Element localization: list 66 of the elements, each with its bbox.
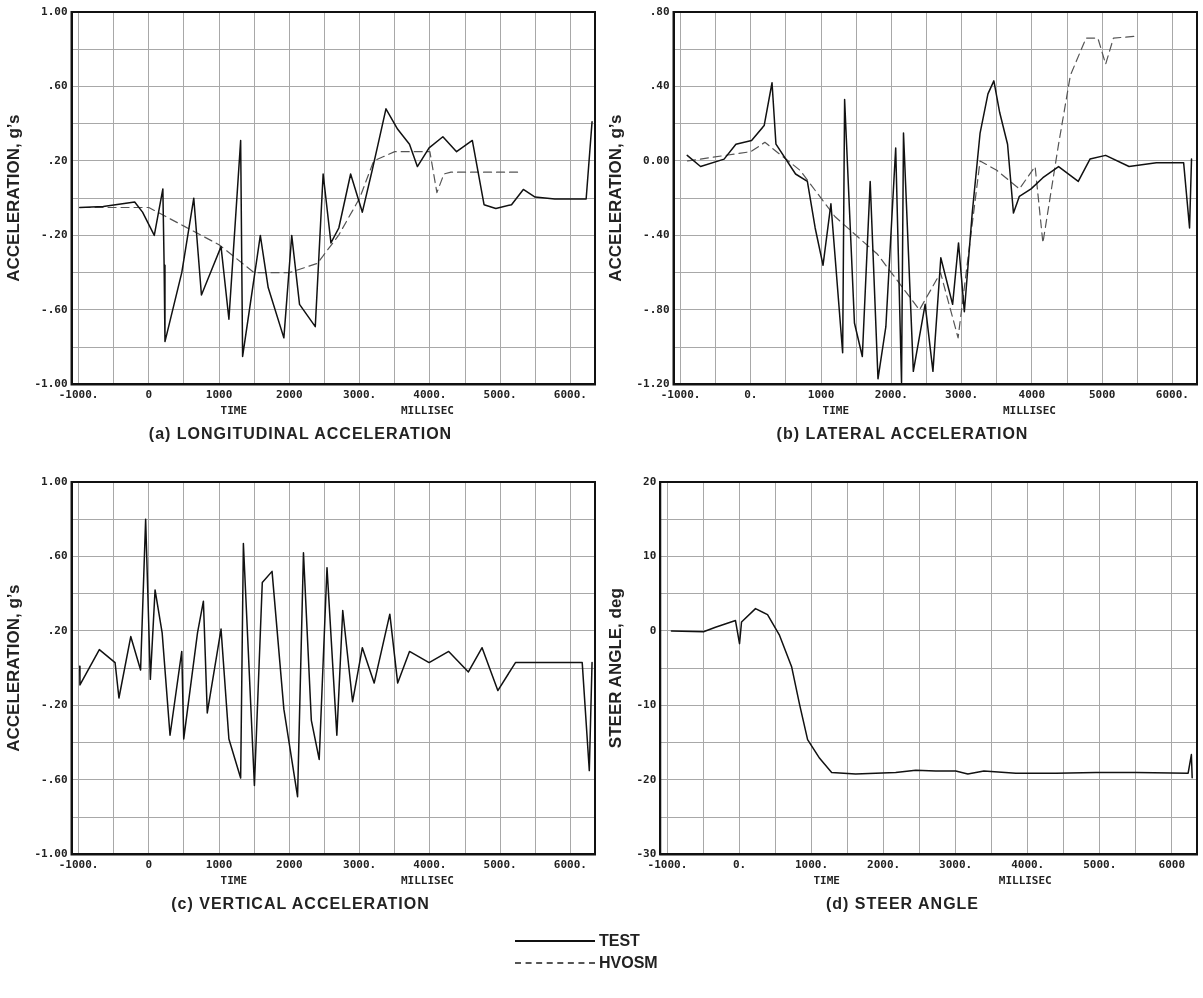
x-tick-label: 0	[145, 857, 153, 871]
text: (d) STEER ANGLE	[824, 895, 981, 913]
text: MILLISEC	[998, 874, 1052, 888]
y-axis-title: ACCELERATION, g’s	[3, 114, 23, 282]
x-axis-title: TIME	[822, 404, 850, 418]
x-tick-label: 0	[145, 387, 153, 401]
y-tick-label: 10	[643, 549, 657, 563]
x-tick-label: 6000.	[553, 857, 587, 871]
x-tick-label: 3000.	[939, 857, 973, 871]
y-tick-label: -10	[636, 698, 657, 712]
x-tick-label: 5000.	[1083, 857, 1117, 871]
y-tick-label: -20	[636, 772, 657, 786]
x-axis-title: TIME	[220, 874, 248, 888]
x-tick-label: 5000.	[483, 857, 517, 871]
x-tick-label: 1000	[205, 387, 233, 401]
x-tick-label: 3000.	[343, 387, 377, 401]
y-tick-label: 20	[643, 474, 657, 488]
x-tick-label: 4000.	[413, 387, 447, 401]
y-tick-label: .60	[47, 549, 68, 563]
y-tick-label: .40	[649, 79, 670, 93]
x-tick-label: 1000	[807, 387, 835, 401]
x-tick-label: 0.	[744, 387, 758, 401]
y-tick-label: .20	[47, 623, 68, 637]
y-tick-label: 0	[649, 623, 657, 637]
x-tick-label: 5000	[1088, 387, 1116, 401]
legend-label: HVOSM	[599, 954, 658, 972]
x-tick-label: 2000.	[867, 857, 901, 871]
y-tick-label: -.20	[41, 228, 68, 242]
text: (a) LONGITUDINAL ACCELERATION	[147, 425, 454, 443]
y-axis-title: ACCELERATION, g’s	[3, 584, 23, 752]
y-tick-label: -.20	[41, 698, 68, 712]
x-tick-label: 4000.	[413, 857, 447, 871]
text: MILLISEC	[1002, 404, 1056, 418]
text: (b) LATERAL ACCELERATION	[775, 425, 1030, 443]
y-tick-label: .60	[47, 79, 68, 93]
x-axis-title: TIME	[813, 874, 840, 888]
x-tick-label: 1000.	[795, 857, 829, 871]
y-tick-label: -.80	[643, 302, 670, 316]
y-tick-label: 1.00	[41, 474, 68, 488]
x-tick-label: 2000	[276, 387, 303, 401]
y-tick-label: .20	[47, 153, 68, 167]
x-tick-label: 0.	[732, 857, 747, 871]
x-tick-label: 2000	[276, 857, 303, 871]
y-tick-label: -.60	[41, 772, 68, 786]
y-axis-title: ACCELERATION, g’s	[605, 114, 625, 282]
x-tick-label: 3000.	[945, 387, 979, 401]
y-tick-label: .80	[649, 4, 670, 18]
y-axis-title: STEER ANGLE, deg	[605, 588, 625, 749]
text: MILLISEC	[400, 404, 454, 418]
legend-label: TEST	[599, 932, 640, 950]
y-tick-label: 0.00	[643, 153, 670, 167]
text: MILLISEC	[400, 874, 454, 888]
x-axis-title: TIME	[220, 404, 248, 418]
x-tick-label: 4000	[1018, 387, 1046, 401]
x-tick-label: 6000	[1158, 857, 1186, 871]
x-tick-label: 1000	[205, 857, 233, 871]
y-tick-label: -.40	[643, 228, 670, 242]
x-tick-label: 6000.	[553, 387, 587, 401]
x-tick-label: 5000.	[483, 387, 517, 401]
x-tick-label: 6000.	[1155, 387, 1189, 401]
x-tick-label: 4000.	[1011, 857, 1045, 871]
text: (c) VERTICAL ACCELERATION	[170, 895, 431, 913]
y-tick-label: 1.00	[41, 4, 68, 18]
x-tick-label: 3000.	[343, 857, 377, 871]
x-tick-label: 2000.	[874, 387, 908, 401]
y-tick-label: -.60	[41, 302, 68, 316]
